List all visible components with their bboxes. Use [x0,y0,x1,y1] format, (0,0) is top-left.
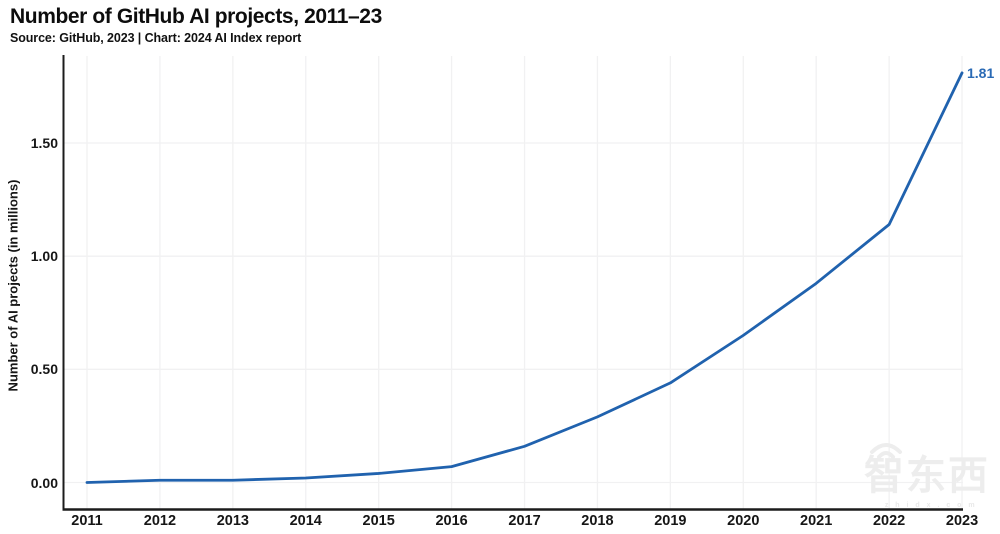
chart-title: Number of GitHub AI projects, 2011–23 [10,5,382,28]
x-tick-label: 2018 [581,513,614,529]
axes [62,55,963,511]
x-tick-label: 2011 [71,513,103,529]
x-tick-label: 2012 [143,513,177,529]
x-tick-label: 2022 [872,513,906,529]
data-line [85,71,964,484]
x-tick-label: 2017 [508,513,541,529]
x-tick-label: 2019 [654,513,687,529]
x-tick-label: 2014 [289,513,322,529]
x-tick-label: 2020 [727,513,760,529]
x-tick-label: 2016 [435,513,468,529]
y-tick-label: 1.50 [30,135,58,151]
gridlines [64,56,963,509]
x-tick-label: 2015 [362,513,395,529]
last-point-value-label: 1.81 [967,65,995,81]
y-tick-label: 0.50 [30,361,58,378]
y-tick-label: 0.00 [30,474,58,491]
chart-subtitle: Source: GitHub, 2023 | Chart: 2024 AI In… [10,31,302,45]
y-axis-title: Number of AI projects (in millions) [5,179,21,392]
x-tick-label: 2021 [800,513,833,529]
x-tick-label: 2013 [216,513,249,529]
y-tick-label: 1.00 [30,248,58,265]
x-tick-label: 2023 [945,513,979,529]
